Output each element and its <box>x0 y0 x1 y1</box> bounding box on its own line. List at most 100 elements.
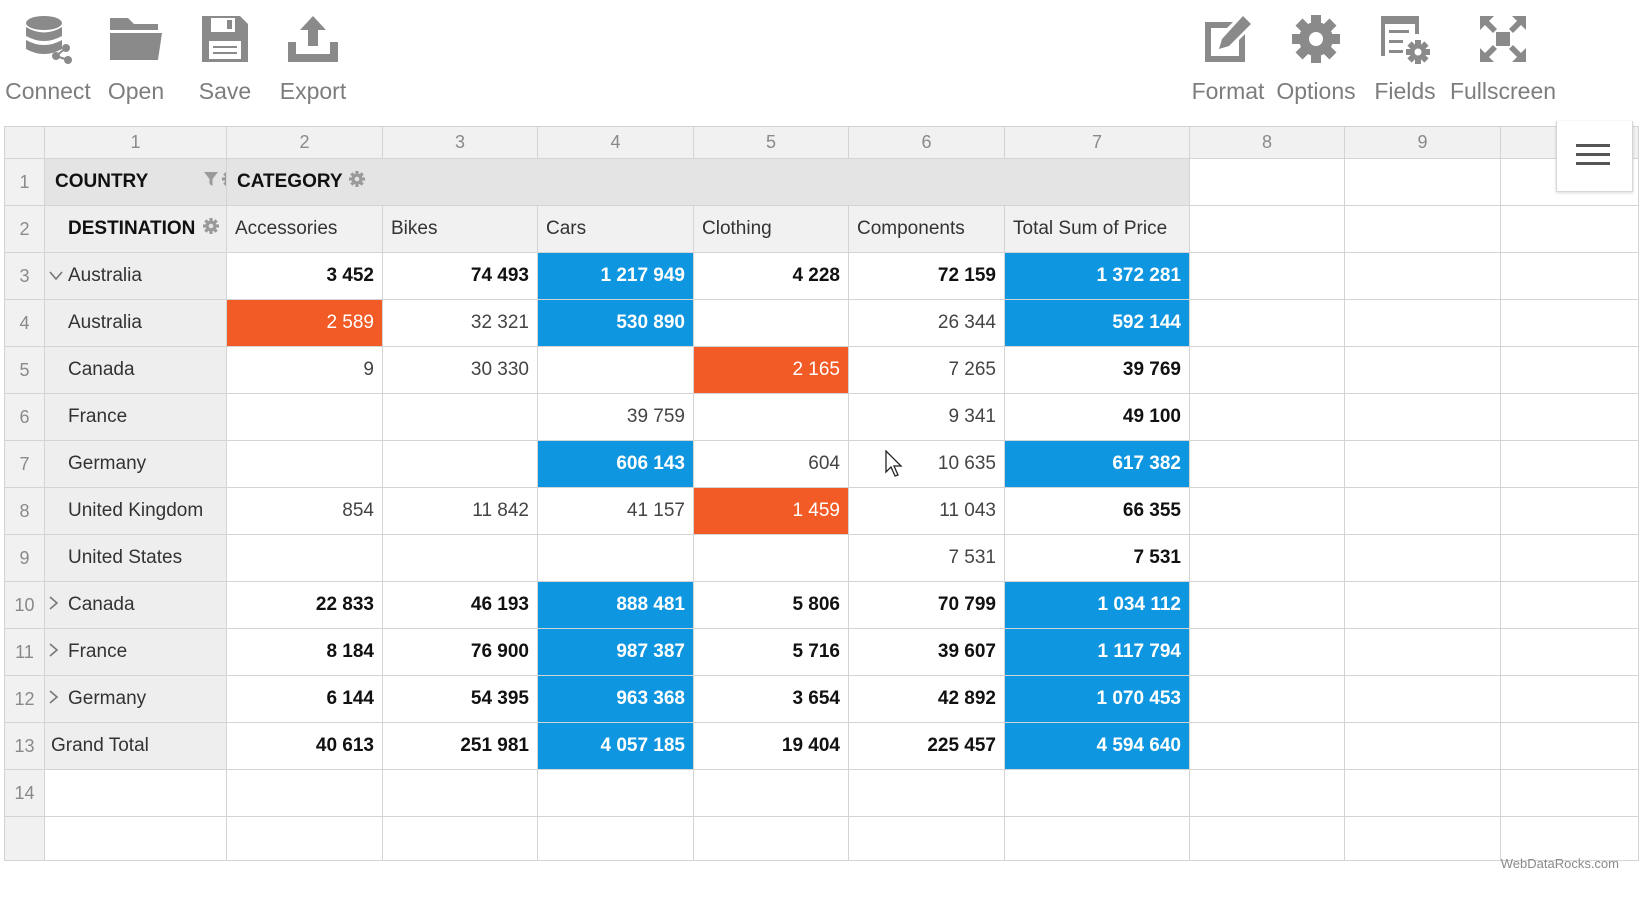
value-cell[interactable] <box>538 535 694 582</box>
value-cell[interactable] <box>227 394 383 441</box>
value-cell[interactable]: 888 481 <box>538 582 694 629</box>
value-cell[interactable]: 66 355 <box>1005 488 1190 535</box>
value-cell[interactable]: 49 100 <box>1005 394 1190 441</box>
value-cell[interactable]: 604 <box>694 441 849 488</box>
value-cell[interactable]: 617 382 <box>1005 441 1190 488</box>
row-number-header[interactable]: 14 <box>5 770 45 817</box>
value-cell[interactable]: 4 057 185 <box>538 723 694 770</box>
row-number-header[interactable]: 10 <box>5 582 45 629</box>
value-cell[interactable]: 4 228 <box>694 253 849 300</box>
value-cell[interactable]: 4 594 640 <box>1005 723 1190 770</box>
column-number-header[interactable]: 9 <box>1345 127 1501 159</box>
value-cell[interactable] <box>383 394 538 441</box>
row-number-header[interactable]: 11 <box>5 629 45 676</box>
value-cell[interactable]: 41 157 <box>538 488 694 535</box>
export-button[interactable]: Export <box>265 0 361 123</box>
row-label-cell[interactable]: Germany <box>45 676 227 723</box>
connect-button[interactable]: Connect <box>0 0 96 123</box>
value-cell[interactable]: 1 372 281 <box>1005 253 1190 300</box>
category-column-header[interactable]: Cars <box>538 206 694 253</box>
row-number-header[interactable] <box>5 817 45 861</box>
value-cell[interactable]: 854 <box>227 488 383 535</box>
category-column-header[interactable]: Accessories <box>227 206 383 253</box>
value-cell[interactable]: 39 759 <box>538 394 694 441</box>
category-field-header[interactable]: CATEGORY <box>227 159 1190 206</box>
value-cell[interactable]: 8 184 <box>227 629 383 676</box>
column-number-header[interactable]: 6 <box>849 127 1005 159</box>
value-cell[interactable]: 42 892 <box>849 676 1005 723</box>
country-settings-gear-icon[interactable] <box>222 159 226 205</box>
value-cell[interactable]: 987 387 <box>538 629 694 676</box>
grid-menu-button[interactable] <box>1556 121 1633 192</box>
row-number-header[interactable]: 9 <box>5 535 45 582</box>
value-cell[interactable]: 46 193 <box>383 582 538 629</box>
row-number-header[interactable]: 4 <box>5 300 45 347</box>
value-cell[interactable]: 72 159 <box>849 253 1005 300</box>
value-cell[interactable]: 7 265 <box>849 347 1005 394</box>
options-button[interactable]: Options <box>1268 0 1364 123</box>
destination-field-header[interactable]: DESTINATION <box>45 206 227 253</box>
expand-chevron-icon[interactable] <box>49 676 68 722</box>
value-cell[interactable]: 32 321 <box>383 300 538 347</box>
value-cell[interactable]: 1 117 794 <box>1005 629 1190 676</box>
filter-icon[interactable] <box>204 159 219 205</box>
value-cell[interactable] <box>383 535 538 582</box>
save-button[interactable]: Save <box>177 0 273 123</box>
value-cell[interactable]: 2 589 <box>227 300 383 347</box>
value-cell[interactable]: 70 799 <box>849 582 1005 629</box>
value-cell[interactable]: 1 459 <box>694 488 849 535</box>
value-cell[interactable]: 3 452 <box>227 253 383 300</box>
row-number-header[interactable]: 8 <box>5 488 45 535</box>
value-cell[interactable]: 592 144 <box>1005 300 1190 347</box>
value-cell[interactable]: 1 070 453 <box>1005 676 1190 723</box>
category-column-header[interactable]: Total Sum of Price <box>1005 206 1190 253</box>
column-number-header[interactable]: 2 <box>227 127 383 159</box>
value-cell[interactable] <box>694 394 849 441</box>
value-cell[interactable]: 251 981 <box>383 723 538 770</box>
value-cell[interactable] <box>694 535 849 582</box>
value-cell[interactable] <box>227 441 383 488</box>
value-cell[interactable]: 9 <box>227 347 383 394</box>
format-button[interactable]: Format <box>1180 0 1276 123</box>
column-number-header[interactable]: 4 <box>538 127 694 159</box>
category-column-header[interactable]: Clothing <box>694 206 849 253</box>
row-number-header[interactable]: 12 <box>5 676 45 723</box>
category-settings-gear-icon[interactable] <box>348 159 365 205</box>
value-cell[interactable]: 10 635 <box>849 441 1005 488</box>
value-cell[interactable]: 3 654 <box>694 676 849 723</box>
value-cell[interactable]: 7 531 <box>1005 535 1190 582</box>
row-label-cell[interactable]: France <box>45 629 227 676</box>
value-cell[interactable]: 5 716 <box>694 629 849 676</box>
value-cell[interactable]: 30 330 <box>383 347 538 394</box>
value-cell[interactable] <box>227 535 383 582</box>
value-cell[interactable]: 39 607 <box>849 629 1005 676</box>
category-column-header[interactable]: Components <box>849 206 1005 253</box>
value-cell[interactable]: 74 493 <box>383 253 538 300</box>
open-button[interactable]: Open <box>88 0 184 123</box>
value-cell[interactable]: 11 043 <box>849 488 1005 535</box>
pivot-grid[interactable]: 1 2 3 4 5 6 7 8 9 1 2 3 4 5 6 7 8 9 10 11 12 13 14 COUNTRY CATEG… <box>4 126 1639 861</box>
value-cell[interactable]: 22 833 <box>227 582 383 629</box>
expand-chevron-icon[interactable] <box>49 629 68 675</box>
fields-button[interactable]: Fields <box>1357 0 1453 123</box>
value-cell[interactable]: 40 613 <box>227 723 383 770</box>
expand-chevron-icon[interactable] <box>49 582 68 628</box>
column-number-header[interactable]: 8 <box>1190 127 1345 159</box>
row-number-header[interactable]: 6 <box>5 394 45 441</box>
row-number-header[interactable]: 1 <box>5 159 45 206</box>
value-cell[interactable]: 39 769 <box>1005 347 1190 394</box>
category-column-header[interactable]: Bikes <box>383 206 538 253</box>
row-number-header[interactable]: 7 <box>5 441 45 488</box>
column-number-header[interactable]: 3 <box>383 127 538 159</box>
value-cell[interactable] <box>383 441 538 488</box>
value-cell[interactable]: 19 404 <box>694 723 849 770</box>
row-number-header[interactable]: 5 <box>5 347 45 394</box>
value-cell[interactable]: 54 395 <box>383 676 538 723</box>
row-label-cell[interactable]: Canada <box>45 582 227 629</box>
destination-settings-gear-icon[interactable] <box>203 206 220 252</box>
value-cell[interactable]: 5 806 <box>694 582 849 629</box>
value-cell[interactable]: 76 900 <box>383 629 538 676</box>
row-number-header[interactable]: 2 <box>5 206 45 253</box>
value-cell[interactable]: 1 217 949 <box>538 253 694 300</box>
value-cell[interactable]: 530 890 <box>538 300 694 347</box>
